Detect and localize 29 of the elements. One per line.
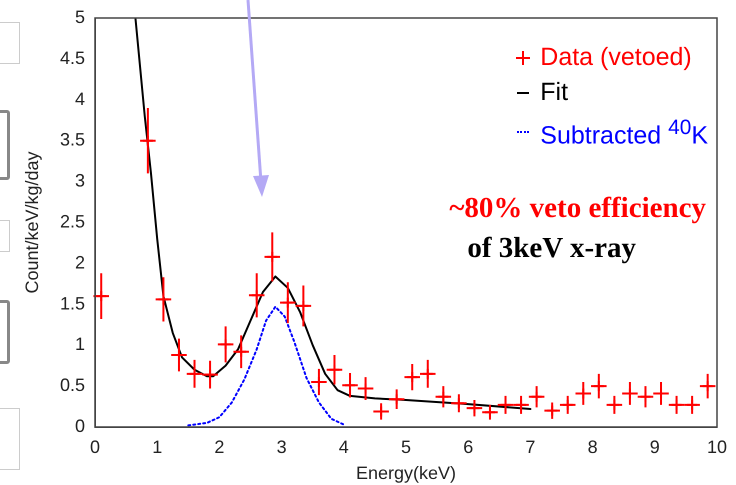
x-tick-label: 10	[706, 436, 728, 457]
y-tick-label: 2.5	[60, 211, 85, 232]
y-tick-label: 0	[74, 416, 85, 436]
y-tick-label: 1.5	[60, 293, 85, 314]
y-tick-label: 4.5	[60, 48, 85, 68]
x-tick-label: 6	[463, 436, 474, 457]
legend-label: Fit	[540, 77, 568, 108]
x-tick-label: 0	[90, 436, 100, 457]
y-tick-label: 3.5	[60, 130, 85, 150]
x-tick-label: 1	[152, 436, 162, 457]
legend-label: Data (vetoed)	[540, 42, 692, 73]
x-axis-title: Energy(keV)	[356, 463, 456, 484]
y-tick-label: 1	[74, 334, 85, 354]
annotation: ~80% veto efficiency	[449, 190, 706, 226]
annotation: of 3keV x-ray	[467, 230, 636, 266]
y-axis-title: Count/keV/kg/day	[22, 151, 42, 294]
x-tick-label: 5	[400, 436, 412, 457]
y-tick-label: 4	[74, 88, 85, 109]
y-tick-label: 0.5	[60, 375, 85, 396]
x-tick-label: 3	[276, 436, 287, 457]
x-tick-label: 8	[588, 436, 598, 457]
legend-label: Subtracted $^{40}$K	[540, 115, 708, 152]
y-tick-label: 2	[74, 252, 85, 272]
y-tick-label: 5	[74, 6, 85, 27]
x-tick-label: 9	[650, 436, 660, 457]
y-tick-label: 3	[74, 170, 85, 191]
x-tick-label: 2	[214, 436, 224, 457]
x-tick-label: 7	[525, 436, 536, 457]
x-tick-label: 4	[338, 436, 349, 457]
